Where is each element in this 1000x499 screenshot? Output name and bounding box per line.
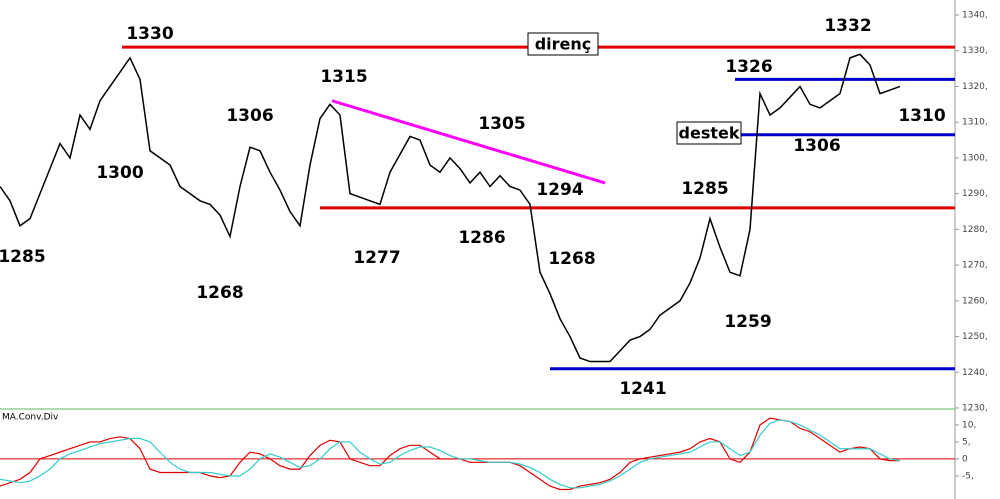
y-tick-label: 1250,	[962, 332, 988, 342]
y-tick-label: 1260,	[962, 296, 988, 306]
level-label: direnç	[535, 35, 592, 54]
trendline	[331, 99, 606, 185]
price-annotation: 1315	[320, 67, 367, 87]
y-tick-label: 1320,	[962, 82, 988, 92]
price-line	[0, 53, 901, 363]
price-annotation: 1305	[478, 114, 525, 134]
y-tick-label: 1310,	[962, 118, 988, 128]
y-tick-label: 10,	[962, 420, 976, 430]
level-label-box	[527, 32, 599, 56]
y-tick-label: 5,	[962, 437, 971, 447]
y-tick-label: 0	[962, 454, 968, 464]
price-annotation: 1306	[226, 106, 273, 126]
price-annotation: 1294	[536, 180, 583, 200]
y-tick-label: -5,	[962, 471, 974, 481]
panel-title: MA.Conv.Div	[2, 413, 59, 423]
y-tick-label: 1240,	[962, 368, 988, 378]
y-tick-label: 1340,	[962, 11, 988, 21]
price-annotation: 1268	[548, 249, 595, 269]
price-annotation: 1259	[724, 312, 771, 332]
series-line	[0, 419, 901, 489]
price-annotation: 1310	[898, 106, 945, 126]
price-annotation: 1332	[824, 16, 871, 36]
price-annotation: 1330	[126, 24, 173, 44]
level-label-box	[676, 121, 742, 145]
price-annotation: 1277	[353, 248, 400, 268]
price-annotation: 1300	[96, 163, 143, 183]
y-tick-label: 1230,	[962, 404, 988, 414]
price-annotation: 1268	[196, 283, 243, 303]
level-label: destek	[679, 124, 740, 143]
price-annotation: 1326	[725, 57, 772, 77]
y-tick-label: 1270,	[962, 261, 988, 271]
y-tick-label: 1300,	[962, 153, 988, 163]
price-annotation: 1306	[793, 136, 840, 156]
price-annotation: 1285	[681, 179, 728, 199]
price-annotation: 1286	[458, 228, 505, 248]
y-tick-label: 1290,	[962, 189, 988, 199]
price-annotation: 1241	[619, 379, 666, 399]
price-annotation: 1285	[0, 247, 46, 267]
y-tick-label: 1330,	[962, 46, 988, 56]
y-tick-label: 1280,	[962, 225, 988, 235]
